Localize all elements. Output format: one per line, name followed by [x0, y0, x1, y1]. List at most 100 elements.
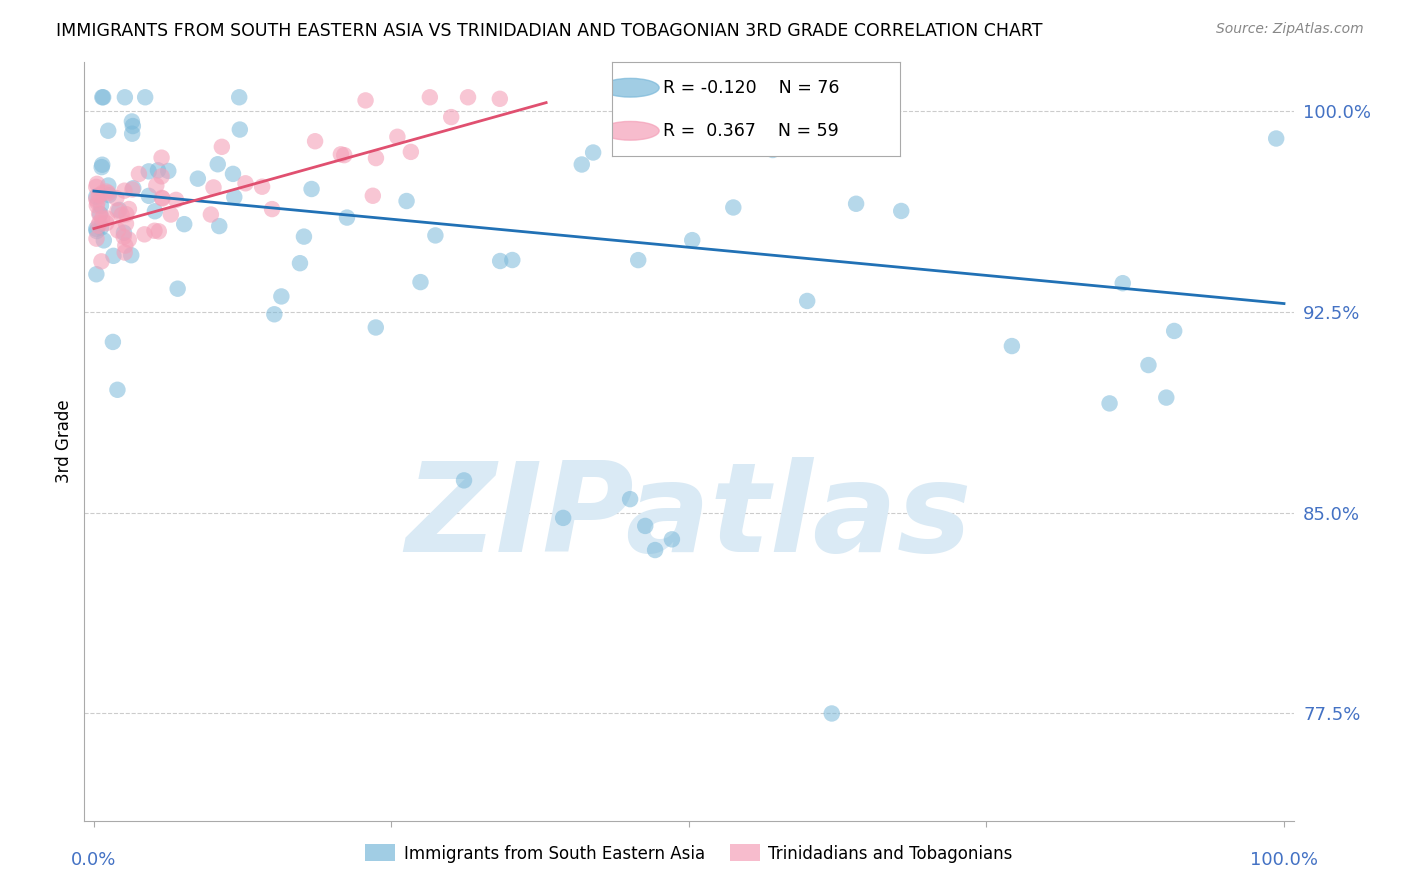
Point [235, 176, 257, 190]
Point [122, 181, 145, 195]
Point [91, 186, 114, 200]
Point [108, 202, 131, 217]
Point [250, 179, 273, 194]
Point [488, 92, 510, 106]
Point [440, 110, 463, 124]
Point [96, 185, 118, 199]
Point [409, 275, 432, 289]
Point [796, 293, 818, 308]
Point [224, 190, 246, 204]
Point [361, 188, 384, 202]
Point [87, 188, 110, 202]
Point [661, 533, 683, 547]
Point [336, 211, 359, 225]
Point [364, 151, 387, 165]
Point [143, 224, 166, 238]
Point [890, 204, 912, 219]
Text: ZIPatlas: ZIPatlas [406, 457, 972, 578]
Point [87, 219, 110, 233]
Point [208, 219, 231, 233]
Point [270, 289, 292, 303]
Point [364, 320, 387, 334]
Point [84, 189, 107, 203]
Point [304, 134, 326, 148]
Point [1001, 339, 1024, 353]
Point [101, 334, 124, 349]
Point [90, 254, 112, 268]
Point [399, 145, 422, 159]
Point [150, 169, 173, 184]
Point [187, 171, 209, 186]
Point [202, 180, 225, 194]
Point [134, 227, 156, 242]
Point [627, 253, 650, 268]
Point [145, 178, 167, 193]
Point [91, 158, 114, 172]
Point [86, 224, 108, 238]
Point [103, 249, 125, 263]
Y-axis label: 3rd Grade: 3rd Grade [55, 400, 73, 483]
Point [91, 211, 114, 226]
Point [112, 229, 135, 244]
Point [148, 224, 170, 238]
Point [138, 164, 160, 178]
Point [207, 157, 229, 171]
Point [200, 207, 222, 221]
Point [553, 511, 575, 525]
Point [138, 189, 160, 203]
Point [457, 90, 479, 104]
Point [1156, 391, 1178, 405]
Point [86, 195, 108, 210]
Point [84, 192, 107, 206]
Point [762, 143, 785, 157]
Point [107, 383, 129, 397]
Point [165, 193, 187, 207]
Point [166, 282, 188, 296]
Point [1137, 358, 1160, 372]
Point [121, 127, 143, 141]
Point [821, 706, 844, 721]
Point [845, 196, 868, 211]
Point [121, 114, 143, 128]
Point [89, 216, 111, 230]
Point [86, 267, 108, 281]
Point [262, 202, 284, 216]
Point [86, 198, 108, 212]
Point [91, 90, 114, 104]
Point [387, 129, 409, 144]
Point [86, 232, 108, 246]
Point [97, 186, 120, 200]
Point [288, 256, 311, 270]
Point [90, 199, 112, 213]
Point [644, 543, 666, 558]
Text: Source: ZipAtlas.com: Source: ZipAtlas.com [1216, 22, 1364, 37]
Point [333, 148, 356, 162]
Point [118, 202, 141, 216]
Point [84, 180, 107, 194]
Point [211, 140, 233, 154]
Point [97, 178, 120, 193]
Point [354, 94, 377, 108]
Legend: Immigrants from South Eastern Asia, Trinidadians and Tobagonians: Immigrants from South Eastern Asia, Trin… [359, 838, 1019, 869]
Point [222, 167, 245, 181]
Point [228, 90, 250, 104]
Point [93, 233, 115, 247]
Point [115, 217, 138, 231]
Point [120, 248, 142, 262]
Point [571, 157, 593, 171]
Point [159, 207, 181, 221]
Text: IMMIGRANTS FROM SOUTH EASTERN ASIA VS TRINIDADIAN AND TOBAGONIAN 3RD GRADE CORRE: IMMIGRANTS FROM SOUTH EASTERN ASIA VS TR… [56, 22, 1043, 40]
Point [152, 191, 174, 205]
Point [263, 307, 285, 321]
Point [114, 238, 136, 252]
Point [121, 182, 143, 196]
Point [114, 245, 136, 260]
Point [723, 201, 745, 215]
Point [292, 229, 315, 244]
Point [146, 163, 169, 178]
Point [501, 252, 523, 267]
Point [86, 177, 108, 191]
Text: R = -0.120    N = 76: R = -0.120 N = 76 [664, 78, 839, 96]
Text: 0.0%: 0.0% [72, 851, 117, 869]
Point [90, 220, 112, 235]
